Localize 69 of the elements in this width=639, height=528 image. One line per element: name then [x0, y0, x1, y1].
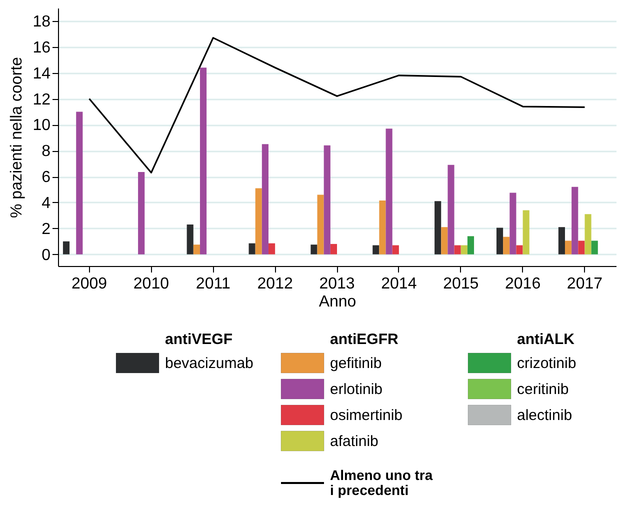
x-tick-label: 2011: [196, 276, 230, 292]
y-tick-label: 14: [32, 65, 51, 82]
bar: [572, 186, 578, 254]
bar: [467, 236, 474, 254]
bar: [248, 243, 256, 254]
bar: [262, 144, 268, 254]
y-tick-label: 16: [32, 39, 51, 56]
legend-label: crizotinib: [517, 355, 576, 372]
x-tick-label: 2015: [443, 276, 479, 292]
bar: [591, 240, 598, 254]
bar: [516, 245, 523, 254]
bar: [372, 245, 380, 254]
bar: [200, 68, 207, 254]
x-tick-label: 2017: [566, 276, 603, 292]
text: antiVEGF: [165, 331, 233, 348]
bar: [496, 228, 504, 254]
bar: [76, 112, 83, 254]
legend-label: afatinib: [330, 433, 378, 450]
bar: [317, 194, 324, 254]
bar: [584, 214, 592, 254]
x-tick-label: 2014: [381, 276, 417, 292]
legend-label: ceritinib: [517, 381, 569, 398]
y-tick-label: 10: [32, 117, 51, 134]
y-axis-title: % pazienti nella coorte: [8, 56, 26, 218]
legend-label: alectinib: [517, 407, 572, 424]
text: antiEGFR: [330, 331, 398, 348]
y-tick-label: 8: [42, 143, 51, 160]
bar: [330, 244, 337, 254]
legend-label: gefitinib: [330, 355, 382, 372]
bar: [558, 227, 565, 254]
bar: [392, 245, 399, 254]
y-tick-label: 4: [42, 194, 51, 212]
bar: [310, 244, 318, 254]
y-tick-label: 18: [32, 13, 51, 30]
y-tick-label: 2: [42, 220, 51, 238]
x-axis-title: Anno: [318, 294, 356, 310]
bar: [434, 201, 442, 254]
x-tick-label: 2010: [133, 276, 170, 292]
bar: [386, 128, 392, 254]
y-tick-label: 6: [42, 169, 51, 186]
bar: [503, 236, 510, 254]
bar: [454, 245, 461, 254]
bar: [186, 224, 194, 254]
x-tick-label: 2016: [504, 276, 541, 292]
x-tick-label: 2013: [319, 276, 355, 292]
legend-label: bevacizumab: [165, 355, 254, 372]
y-tick-label: 0: [42, 246, 51, 264]
bar: [268, 243, 276, 254]
bar: [448, 164, 454, 254]
text: antiALK: [517, 331, 575, 348]
bar: [510, 192, 516, 254]
legend-label: erlotinib: [330, 381, 383, 398]
legend-label: Almeno uno tra i precedenti: [330, 467, 433, 498]
bar: [522, 210, 530, 254]
x-tick-label: 2009: [71, 276, 108, 292]
y-tick-label: 12: [32, 91, 51, 108]
bar: [379, 200, 386, 254]
line-series: [88, 37, 586, 174]
bar: [138, 172, 145, 254]
bar: [193, 244, 200, 254]
bar: [441, 227, 448, 254]
bar: [255, 188, 262, 254]
bar: [62, 241, 70, 254]
bar: [324, 145, 330, 254]
bar: [460, 245, 468, 254]
bar: [578, 240, 585, 254]
bar: [564, 240, 572, 254]
x-tick-label: 2012: [257, 276, 293, 292]
legend-label: osimertinib: [330, 407, 403, 424]
